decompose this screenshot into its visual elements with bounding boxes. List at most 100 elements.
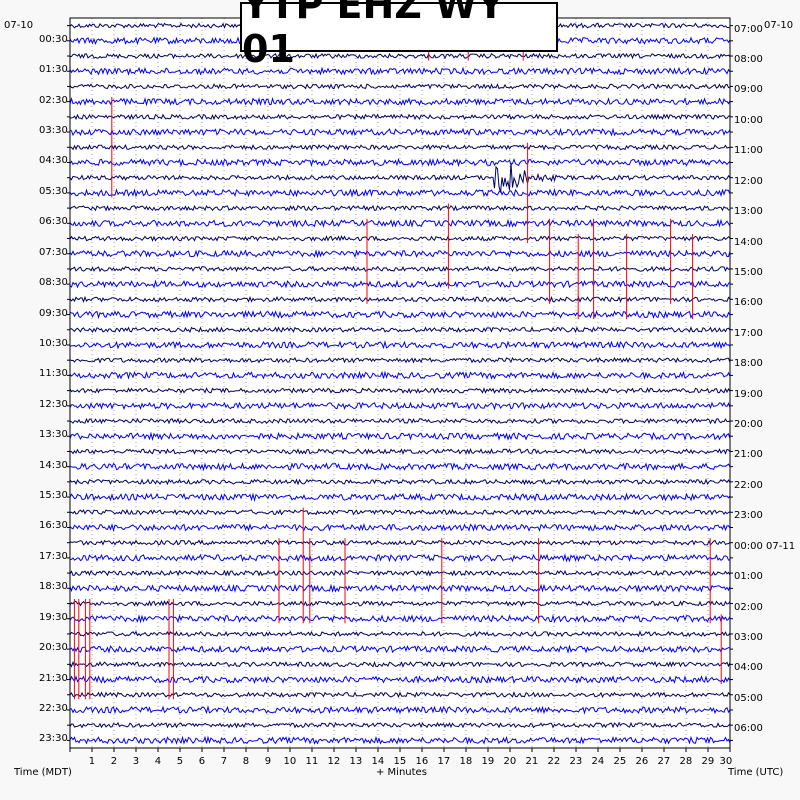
x-tick-label: 15: [393, 756, 407, 767]
right-tick-label: 20:00: [734, 419, 763, 431]
left-tick-label: 15:30: [39, 490, 68, 502]
seismic-trace: [69, 478, 731, 486]
seismic-trace: [69, 569, 731, 577]
seismic-trace: [69, 265, 731, 273]
seismic-trace: [69, 735, 731, 745]
x-tick-label: 19: [481, 756, 495, 767]
seismic-trace: [69, 295, 731, 304]
x-tick-label: 23: [569, 756, 583, 767]
right-tick-label: 14:00: [734, 236, 763, 248]
x-tick-label: 29: [701, 756, 715, 767]
right-tick-label: 06:00: [734, 723, 763, 735]
seismic-trace: [69, 431, 731, 442]
seismic-trace: [70, 326, 731, 334]
seismic-trace: [69, 644, 731, 654]
left-tick-label: 23:30: [39, 733, 68, 745]
right-tick-label: 18:00: [734, 358, 763, 370]
x-tick-label: 27: [657, 756, 671, 767]
left-tick-label: 01:30: [39, 64, 68, 76]
x-tick-label: 22: [547, 756, 561, 767]
right-tick-label: 13:00: [734, 206, 763, 218]
right-tick-label: 03:00: [734, 631, 763, 643]
seismic-trace: [69, 705, 731, 715]
left-tick-label: 19:30: [39, 611, 68, 623]
x-tick-label: 8: [242, 756, 250, 767]
left-tick-label: 20:30: [39, 642, 68, 654]
x-tick-label: 9: [264, 756, 272, 767]
left-tick-label: 02:30: [39, 94, 68, 106]
x-tick-label: 11: [305, 756, 319, 767]
right-date-label: 07-10: [764, 20, 794, 31]
seismic-trace: [69, 553, 731, 563]
left-tick-label: 09:30: [39, 307, 68, 319]
x-tick-label: 1: [88, 756, 96, 767]
seismic-trace: [69, 600, 731, 608]
right-tick-label: 21:00: [734, 449, 763, 461]
right-axis-label: Time (UTC): [728, 767, 784, 778]
x-tick-label: 12: [327, 756, 341, 767]
left-tick-label: 13:30: [39, 429, 68, 441]
seismic-trace: [69, 162, 731, 193]
seismic-trace: [69, 249, 731, 259]
seismic-trace: [69, 235, 731, 243]
seismic-trace: [69, 310, 731, 320]
seismic-trace: [69, 188, 731, 198]
seismic-trace: [69, 461, 731, 472]
right-tick-label: 17:00: [734, 327, 763, 339]
seismic-trace: [69, 675, 731, 684]
x-tick-label: 6: [198, 756, 206, 767]
seismic-trace: [69, 721, 731, 729]
seismic-trace: [69, 613, 731, 624]
seismic-trace: [69, 660, 731, 668]
right-tick-label: 15:00: [734, 266, 763, 278]
seismic-trace: [69, 157, 731, 168]
x-axis-label: + Minutes: [376, 767, 427, 778]
seismic-trace: [69, 127, 731, 137]
left-tick-label: 06:30: [39, 216, 68, 228]
left-tick-label: 00:30: [39, 33, 68, 45]
right-tick-label: 08:00: [734, 54, 763, 66]
seismic-trace: [69, 539, 731, 546]
chart-title: YTP EHZ WY 01: [240, 0, 558, 71]
x-tick-label: 26: [635, 756, 649, 767]
seismic-trace: [69, 508, 731, 516]
seismic-trace: [69, 417, 731, 425]
x-tick-label: 7: [220, 756, 228, 767]
right-tick-label: 02:00: [734, 601, 763, 613]
x-tick-label: 17: [437, 756, 451, 767]
x-tick-label: 28: [679, 756, 693, 767]
left-axis-label: Time (MDT): [14, 767, 72, 778]
right-tick-label: 09:00: [734, 84, 763, 96]
right-tick-label: 16:00: [734, 297, 763, 309]
seismic-trace: [69, 83, 731, 90]
seismic-trace: [69, 447, 731, 455]
left-tick-label: 21:30: [39, 672, 68, 684]
left-tick-label: 08:30: [39, 277, 68, 289]
x-tick-label: 20: [503, 756, 517, 767]
seismic-trace: [69, 583, 731, 593]
seismic-trace: [69, 143, 731, 151]
x-tick-label: 14: [371, 756, 385, 767]
x-tick-label: 5: [176, 756, 184, 767]
right-tick-label: 07:00: [734, 23, 763, 35]
x-tick-label: 24: [591, 756, 605, 767]
seismic-trace: [69, 96, 731, 107]
seismic-trace: [69, 204, 731, 212]
right-tick-label: 12:00: [734, 175, 763, 187]
left-tick-label: 22:30: [39, 702, 68, 714]
right-tick-label: 19:00: [734, 388, 763, 400]
seismic-trace: [69, 492, 731, 503]
x-tick-label: 18: [459, 756, 473, 767]
seismic-trace: [69, 387, 731, 394]
seismic-trace: [69, 340, 731, 350]
x-tick-label: 16: [415, 756, 429, 767]
left-tick-label: 17:30: [39, 550, 68, 562]
left-tick-label: 14:30: [39, 459, 68, 471]
x-tick-label: 30: [719, 756, 733, 767]
left-tick-label: 10:30: [39, 337, 68, 349]
seismic-trace: [69, 691, 731, 699]
seismic-trace: [69, 52, 731, 60]
x-tick-label: 21: [525, 756, 539, 767]
right-tick-label: 05:00: [734, 692, 763, 704]
